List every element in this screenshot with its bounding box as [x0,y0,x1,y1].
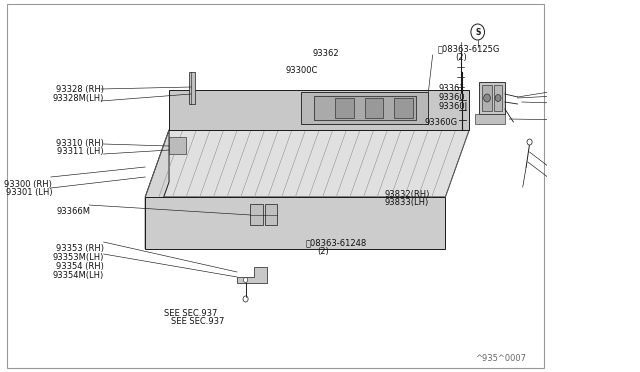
Bar [482,85,492,111]
Polygon shape [237,267,267,283]
Polygon shape [145,197,445,249]
Text: 93832(RH): 93832(RH) [384,190,429,199]
Bar [394,98,413,118]
Text: 93354M(LH): 93354M(LH) [52,271,104,280]
Text: ^935^0007: ^935^0007 [475,354,525,363]
Polygon shape [301,92,428,124]
Polygon shape [169,90,469,130]
Text: 93361: 93361 [438,84,465,93]
Polygon shape [250,204,262,225]
Polygon shape [145,130,469,197]
Polygon shape [145,130,169,249]
Text: (2): (2) [456,53,467,62]
Text: 93833(LH): 93833(LH) [384,198,428,207]
Bar [494,85,502,111]
Text: 93301 (LH): 93301 (LH) [6,188,52,197]
Text: 93300C: 93300C [285,66,317,75]
Text: (2): (2) [317,247,329,256]
Text: S: S [475,28,481,36]
Text: 93360J: 93360J [438,102,468,111]
Bar [365,98,383,118]
Text: 93310 (RH): 93310 (RH) [56,139,104,148]
Circle shape [484,94,490,102]
Text: SEE SEC.937: SEE SEC.937 [172,317,225,326]
Polygon shape [265,204,277,225]
Circle shape [495,94,501,102]
Polygon shape [314,96,415,120]
Text: 93300 (RH): 93300 (RH) [4,180,52,189]
Text: SEE SEC.937: SEE SEC.937 [164,309,218,318]
Circle shape [243,296,248,302]
Text: 93360G: 93360G [425,118,458,126]
Polygon shape [475,114,505,124]
Text: 93353M(LH): 93353M(LH) [52,253,104,262]
Bar [335,98,353,118]
Text: Ⓝ08363-6125G: Ⓝ08363-6125G [438,45,500,54]
Text: 93360: 93360 [438,93,465,102]
Text: 93353 (RH): 93353 (RH) [56,244,104,253]
Circle shape [527,139,532,145]
Text: 93366M: 93366M [56,207,90,216]
Text: Ⓝ08363-61248: Ⓝ08363-61248 [305,238,367,247]
Text: 93362: 93362 [312,49,339,58]
Polygon shape [479,82,505,114]
Polygon shape [169,137,186,154]
Text: 93328M(LH): 93328M(LH) [52,94,104,103]
Text: 93311 (LH): 93311 (LH) [58,147,104,156]
Text: 93354 (RH): 93354 (RH) [56,262,104,271]
Text: 93328 (RH): 93328 (RH) [56,85,104,94]
Polygon shape [189,72,195,104]
Circle shape [639,46,640,62]
Circle shape [243,278,248,282]
Circle shape [471,24,484,40]
